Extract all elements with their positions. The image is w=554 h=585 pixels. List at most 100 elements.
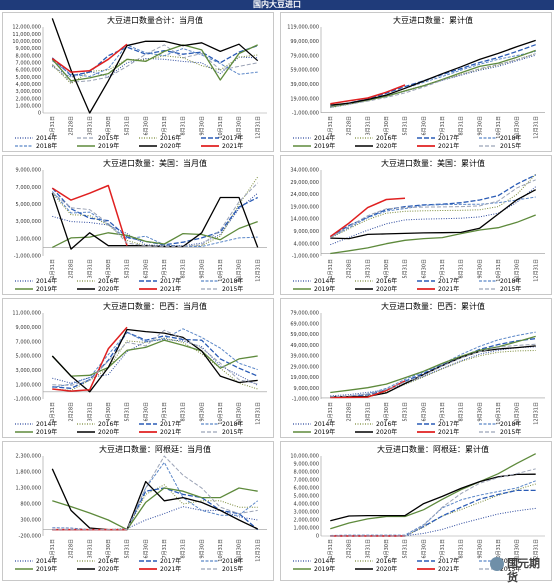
legend-label: 2014年 [314,134,335,142]
y-tick-label: 29,000,000 [290,180,319,186]
y-tick-label: 9,000,000 [16,46,41,52]
x-tick-label: 10月31日 [218,539,224,562]
watermark: 国元期货 [490,557,546,584]
chart-title: 大豆进口数量：巴西：累计值 [381,301,485,311]
x-tick-label: 12月31日 [533,402,539,425]
legend-label: 2020年 [98,428,119,436]
x-tick-label: 8月31日 [459,259,465,279]
x-tick-label: 5月31日 [403,402,409,422]
watermark-label: 国元期货 [507,557,540,584]
legend-label: 2018年 [500,557,521,565]
y-tick-label: 19,000,000 [290,375,319,381]
x-tick-label: 12月31日 [255,259,261,282]
y-tick-label: 39,000,000 [290,354,319,360]
y-tick-label: 5,000,000 [16,202,41,208]
chart-svg: 大豆进口数量：累计值 119,000,000 99,000,000 79,000,00… [287,15,545,150]
y-tick-label: 1,800,000 [16,470,41,476]
chart-svg: 大豆进口数量：巴西：累计值 79,000,000 69,000,000 59,000,… [290,301,545,436]
x-tick-label: 10月31日 [496,402,502,425]
x-tick-label: 8月31日 [181,539,187,559]
legend-label: 2018年 [500,420,521,428]
x-tick-label: 2月28日 [69,402,75,422]
x-tick-label: 1月31日 [328,259,334,279]
legend-label: 2018年 [500,277,521,285]
series-line-2016年 [330,483,536,537]
legend-label: 2015年 [222,565,243,573]
legend-label: 2021年 [438,428,459,436]
y-tick-label: 19,000,000 [290,96,319,102]
y-tick-label: -1,000,000 [14,254,41,260]
x-tick-label: 12月31日 [533,259,539,282]
series-line-2021年 [330,84,406,105]
x-tick-label: 11月30日 [515,259,521,282]
legend-label: 2016年 [376,557,397,565]
x-tick-label: 1月31日 [328,402,334,422]
series-line-2020年 [330,189,537,240]
series-line-2018年 [52,44,258,77]
legend-label: 2020年 [160,142,181,150]
y-tick-label: 5,000,000 [16,354,41,360]
y-tick-label: 7,000,000 [16,185,41,191]
series-line-2020年 [51,468,258,531]
x-tick-label: 4月30日 [106,539,112,559]
y-tick-label: 9,000,000 [16,168,41,174]
series-line-2019年 [330,49,536,108]
y-tick-label: 2,000,000 [16,96,41,102]
y-tick-label: 39,000,000 [290,82,319,88]
x-tick-label: 7月31日 [162,539,168,559]
x-tick-label: 5月31日 [125,116,131,136]
y-tick-label: 800,000 [20,502,41,508]
x-tick-label: 11月30日 [237,402,243,425]
legend-label: 2017年 [438,420,459,428]
y-tick-label: 34,000,000 [290,168,319,174]
x-tick-label: 9月30日 [477,539,483,559]
x-tick-label: 1月31日 [328,116,334,136]
x-tick-label: 10月31日 [218,402,224,425]
series-line-2017年 [330,337,536,398]
y-tick-label: 79,000,000 [290,311,319,317]
x-tick-label: 12月31日 [255,539,261,562]
legend-label: 2020年 [98,565,119,573]
legend-label: 2019年 [98,142,119,150]
x-tick-label: 10月31日 [496,259,502,282]
x-tick-label: 8月31日 [181,116,187,136]
legend-label: 2017年 [438,134,459,142]
y-tick-label: 59,000,000 [290,332,319,338]
chart-title: 大豆进口数量：巴西：当月值 [103,301,207,311]
y-tick-label: 0 [316,534,319,540]
series-line-2016年 [330,173,537,239]
legend-label: 2015年 [98,134,119,142]
legend-label: 2017年 [160,420,181,428]
legend-label: 2017年 [438,557,459,565]
chart-panel-total-cumulative: 大豆进口数量：累计值 119,000,000 99,000,000 79,000,00… [280,12,552,152]
x-tick-label: 10月31日 [218,116,224,139]
y-tick-label: 1,000,000 [294,526,319,532]
chart-panel-total-monthly: 大豆进口数量合计：当月值 12,000,000 11,000,000 10,000,0… [2,12,274,152]
series-line-2021年 [51,184,128,246]
y-tick-label: -200,000 [19,534,41,540]
y-tick-label: 9,000,000 [16,325,41,331]
legend-label: 2016年 [98,277,119,285]
x-tick-label: 12月31日 [255,116,261,139]
legend-label: 2016年 [376,277,397,285]
x-tick-label: 9月30日 [199,539,205,559]
series-line-2017年 [52,487,259,531]
series-line-2018年 [330,196,536,239]
legend-label: 2017年 [222,134,243,142]
y-tick-label: 2,300,000 [16,454,41,460]
y-tick-label: 19,000,000 [290,204,319,210]
x-tick-label: 5月31日 [125,259,131,279]
y-tick-label: 11,000,000 [12,311,41,317]
x-tick-label: 1月31日 [328,539,334,559]
legend-label: 2016年 [376,134,397,142]
series-line-2019年 [330,453,536,530]
legend-label: 2016年 [98,420,119,428]
series-line-2015年 [330,53,536,108]
legend-label: 2018年 [500,134,521,142]
chart-title: 大豆进口数量：美国：累计值 [381,158,485,168]
x-tick-label: 6月30日 [143,259,149,279]
legend-label: 2018年 [36,142,57,150]
x-tick-label: 2月28日 [347,402,353,422]
series-line-2018年 [52,328,258,388]
series-line-2014年 [52,506,258,531]
